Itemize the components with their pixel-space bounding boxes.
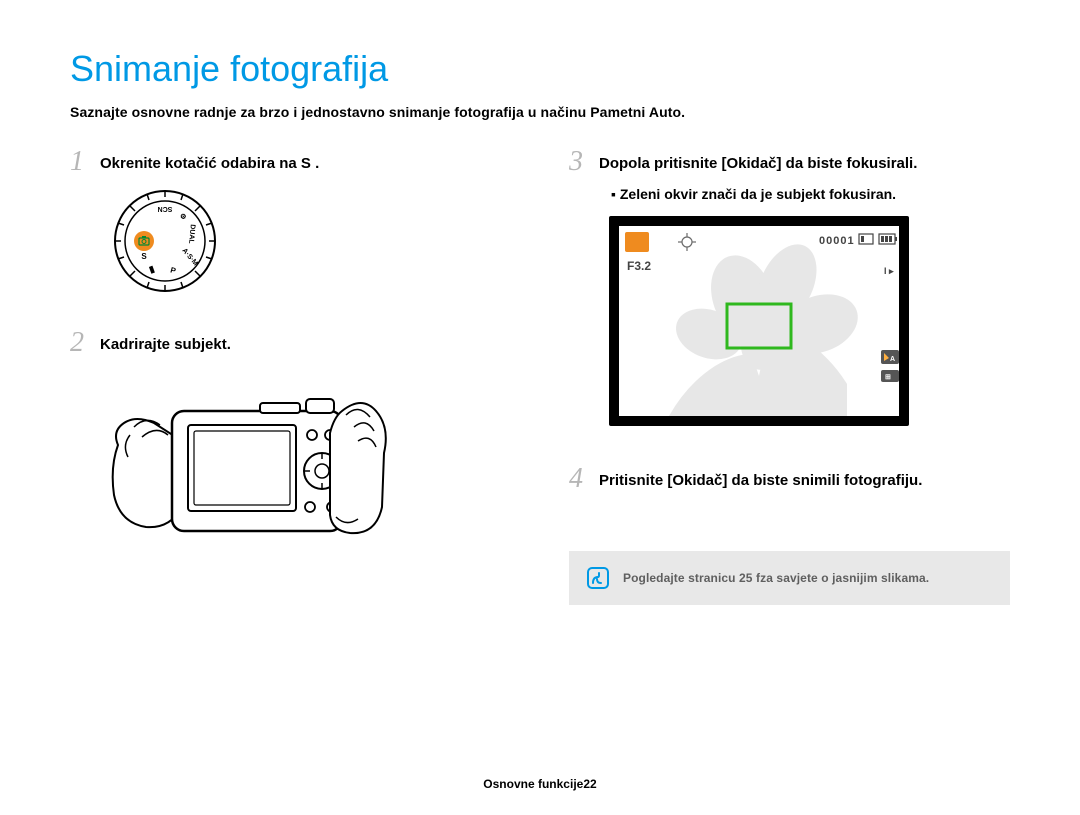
step-number: 1 (70, 148, 88, 176)
f-value-label: F3.2 (627, 259, 651, 273)
svg-text:S: S (141, 252, 147, 261)
svg-text:00001: 00001 (819, 235, 855, 247)
footer-page: 22 (583, 777, 596, 791)
content-columns: 1 Okrenite kotačić odabira na S . (70, 148, 1010, 605)
camera-svg (110, 367, 390, 557)
step-text: Kadrirajte subjekt. (100, 329, 231, 355)
step-4: 4 Pritisnite [Okidač] da biste snimili f… (569, 465, 1010, 493)
lcd-svg: F3.2 00001 I ▸ A ⊞ (609, 216, 909, 426)
step-text: Dopola pritisnite [Okidač] da biste foku… (599, 148, 917, 174)
step-number: 2 (70, 329, 88, 357)
step-text: Pritisnite [Okidač] da biste snimili fot… (599, 465, 922, 491)
step-number: 4 (569, 465, 587, 493)
step-text: Okrenite kotačić odabira na S . (100, 148, 319, 174)
tip-note: Pogledajte stranicu 25 fza savjete o jas… (569, 551, 1010, 605)
step-number: 3 (569, 148, 587, 176)
left-column: 1 Okrenite kotačić odabira na S . (70, 148, 511, 605)
right-column: 3 Dopola pritisnite [Okidač] da biste fo… (569, 148, 1010, 605)
footer-label: Osnovne funkcije (483, 777, 583, 791)
step-3: 3 Dopola pritisnite [Okidač] da biste fo… (569, 148, 1010, 176)
info-icon (587, 567, 609, 589)
intro-text: Saznajte osnovne radnje za brzo i jednos… (70, 104, 1010, 120)
lcd-preview: F3.2 00001 I ▸ A ⊞ (609, 216, 1010, 431)
step-2: 2 Kadrirajte subjekt. (70, 329, 511, 357)
mode-dial-illustration: SCN ⚙ DUAL A·S·M P ▮ S (110, 186, 511, 301)
note-text: Pogledajte stranicu 25 fza savjete o jas… (623, 571, 929, 585)
mode-dial-svg: SCN ⚙ DUAL A·S·M P ▮ S (110, 186, 220, 296)
svg-text:SCN: SCN (158, 205, 173, 212)
step-1: 1 Okrenite kotačić odabira na S . (70, 148, 511, 176)
step-3-bullet: ▪ Zeleni okvir znači da je subjekt fokus… (611, 186, 1010, 202)
footer: Osnovne funkcije22 (0, 777, 1080, 791)
svg-text:A: A (890, 356, 895, 363)
svg-text:⊞: ⊞ (885, 374, 891, 381)
camera-hold-illustration (110, 367, 511, 562)
page-title: Snimanje fotografija (70, 48, 1010, 90)
svg-text:I ▸: I ▸ (884, 266, 894, 276)
